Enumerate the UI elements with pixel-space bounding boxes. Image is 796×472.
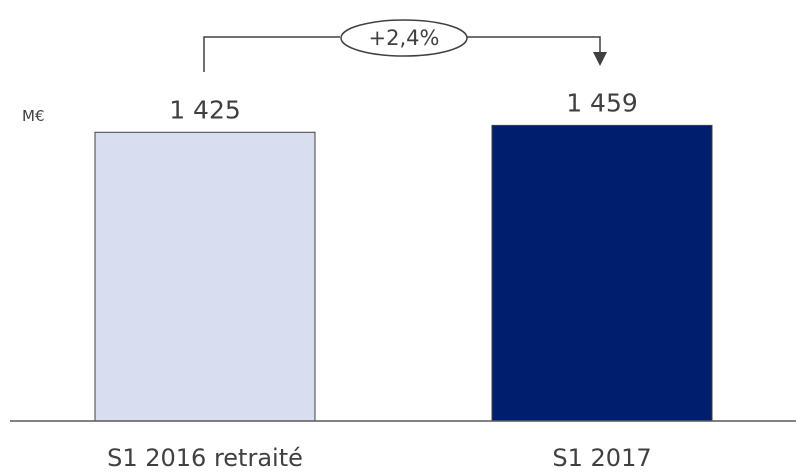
change-connector-line: [203, 36, 601, 72]
value-label-s1-2017: 1 459: [566, 88, 638, 117]
value-label-s1-2016: 1 425: [169, 95, 241, 124]
bar-s1-2016: [94, 131, 316, 422]
bar-s1-2017: [491, 124, 713, 422]
unit-label: M€: [22, 107, 45, 125]
category-label-s1-2017: S1 2017: [552, 444, 651, 472]
change-arrow-head: [593, 52, 607, 66]
change-bubble: [340, 19, 468, 57]
category-label-s1-2016: S1 2016 retraité: [107, 444, 303, 472]
change-label: +2,4%: [369, 26, 440, 50]
